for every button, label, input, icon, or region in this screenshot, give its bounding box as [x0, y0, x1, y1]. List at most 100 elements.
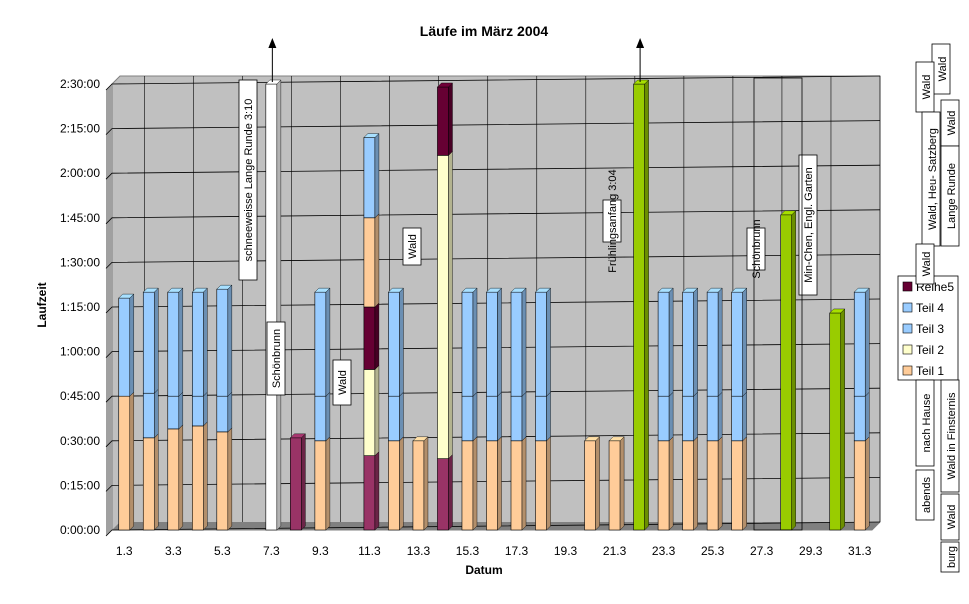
- bar-segment-side: [325, 391, 331, 442]
- y-tick-label: 0:30:00: [60, 434, 100, 448]
- bar-top: [510, 287, 527, 293]
- y-axis-ticks: 0:00:00 0:15:00 0:30:00 0:45:00 1:00:00 1:15:…: [60, 77, 100, 537]
- bar-top: [118, 293, 135, 299]
- side-label-text: nach Hause: [921, 394, 933, 453]
- bar-segment-side: [325, 436, 331, 531]
- side-label-box: [940, 379, 960, 493]
- bar-segment: [388, 395, 400, 442]
- bar-top: [412, 436, 429, 441]
- bar-segment-side: [129, 293, 134, 397]
- gridline: [105, 209, 881, 225]
- bar-segment: [535, 440, 547, 531]
- y-tick-label: 2:30:00: [60, 77, 100, 91]
- side-label-text: Wald: [946, 505, 958, 530]
- bar-segment: [853, 395, 866, 442]
- side-labels: Wald Wald Wald, Heu- Satzberg Wald Wald Lange…: [915, 43, 960, 573]
- side-label-box: [915, 469, 935, 521]
- bar-segment: [780, 214, 793, 531]
- bar-segment-side: [497, 287, 502, 397]
- bar-segment-side: [693, 391, 698, 442]
- gridline: [105, 120, 881, 135]
- bar-segment-side: [325, 287, 331, 397]
- y-tick-label: 2:15:00: [60, 122, 100, 136]
- annotation-box: [798, 154, 818, 296]
- x-tick-label: 11.3: [358, 544, 381, 558]
- bar-segment: [486, 440, 498, 531]
- bar-segment: [510, 291, 523, 397]
- x-tick-label: 9.3: [312, 544, 329, 558]
- bar-segment: [216, 395, 229, 433]
- bar-segment: [461, 291, 474, 397]
- bar-segment: [853, 291, 866, 397]
- bar-segment-side: [865, 287, 870, 397]
- bar-segment-side: [178, 424, 184, 531]
- bar-segment: [191, 395, 204, 427]
- bars-layer: [118, 38, 870, 531]
- bar-segment: [633, 83, 645, 531]
- bar-segment: [412, 440, 425, 531]
- bar-segment-side: [742, 391, 747, 442]
- bar-segment: [584, 440, 596, 531]
- bar-top: [853, 287, 870, 293]
- bar-segment-side: [791, 210, 796, 531]
- bar-segment: [314, 395, 327, 442]
- bar-top: [289, 433, 306, 439]
- x-tick-label: 1.3: [116, 544, 133, 558]
- bar-segment: [191, 291, 204, 397]
- bar-top: [265, 79, 282, 85]
- bar-segment-side: [865, 391, 870, 442]
- bar-segment: [486, 291, 498, 397]
- side-label-box: [940, 541, 960, 573]
- bar-segment-side: [227, 284, 233, 397]
- y-tick-label: 0:45:00: [60, 389, 100, 403]
- gridline: [105, 298, 881, 314]
- bar-segment-side: [717, 391, 723, 442]
- bar-segment: [314, 440, 327, 531]
- bar-segment-side: [546, 287, 551, 397]
- bar-segment-side: [154, 388, 159, 439]
- bar-segment: [510, 440, 523, 531]
- bar-top: [486, 287, 502, 293]
- bar-segment: [142, 437, 155, 531]
- bar-segment-side: [374, 302, 380, 370]
- side-label-text: Wald: [921, 75, 933, 100]
- bar-segment: [388, 291, 400, 397]
- bar-segment: [461, 395, 474, 442]
- bar-top: [191, 287, 208, 293]
- bar-segment-side: [423, 436, 429, 531]
- bar-segment: [682, 291, 694, 397]
- bar-segment-side: [497, 391, 502, 442]
- bar-top: [682, 287, 699, 293]
- x-tick-label: 15.3: [456, 544, 480, 558]
- bar-segment-side: [374, 364, 380, 457]
- bar-segment-side: [742, 436, 747, 531]
- bar-segment: [731, 291, 743, 397]
- bar-top: [314, 287, 331, 293]
- bar-segment: [706, 395, 719, 442]
- bar-segment-side: [374, 213, 380, 308]
- bar-segment: [706, 440, 719, 531]
- annotation-text: Wald: [337, 370, 349, 395]
- bar-segment-side: [472, 436, 478, 531]
- bar-segment-side: [668, 391, 674, 442]
- bar-segment-side: [521, 436, 527, 531]
- bar-segment: [486, 395, 498, 442]
- bar-top: [829, 308, 846, 314]
- bar-segment: [314, 291, 327, 397]
- side-label-text: Wald, Heu- Satzberg: [927, 128, 939, 230]
- x-tick-label: 27.3: [750, 544, 774, 558]
- bar-segment-side: [521, 391, 527, 442]
- gridline: [105, 432, 881, 448]
- annotation-box: [238, 79, 258, 281]
- side-label-text: Lange Runde: [946, 163, 958, 229]
- y-tick-label: 0:15:00: [60, 478, 100, 492]
- side-label-text: Wald: [946, 111, 958, 136]
- gridline: [105, 343, 881, 358]
- bar-segment-side: [497, 436, 502, 531]
- y-tick-label: 1:00:00: [60, 345, 100, 359]
- bar-segment: [657, 395, 670, 442]
- x-tick-label: 5.3: [214, 544, 231, 558]
- bar-segment: [731, 395, 743, 442]
